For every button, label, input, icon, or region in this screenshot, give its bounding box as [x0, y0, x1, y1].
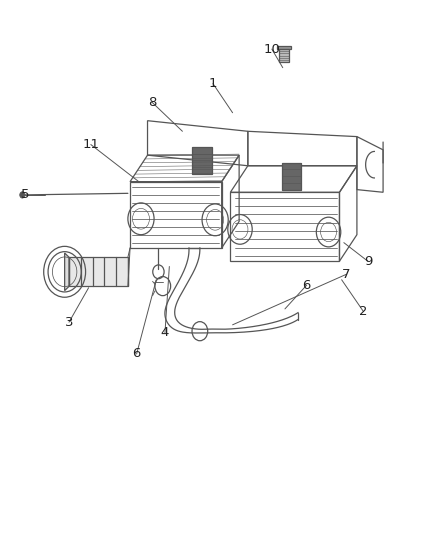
Text: 5: 5 [21, 189, 29, 201]
Text: 8: 8 [147, 95, 156, 109]
Text: 9: 9 [363, 255, 371, 268]
Text: 7: 7 [341, 268, 350, 281]
Polygon shape [279, 49, 288, 62]
Text: 6: 6 [302, 279, 310, 292]
Polygon shape [69, 257, 127, 286]
Polygon shape [281, 163, 300, 190]
Circle shape [20, 192, 25, 198]
Text: 3: 3 [65, 316, 73, 329]
Text: 11: 11 [82, 138, 99, 151]
Text: 2: 2 [358, 305, 367, 318]
Text: 10: 10 [263, 43, 279, 55]
Polygon shape [192, 147, 212, 174]
Polygon shape [64, 253, 69, 290]
Text: 6: 6 [132, 348, 141, 360]
Text: 4: 4 [160, 326, 169, 340]
Text: 1: 1 [208, 77, 217, 90]
Polygon shape [276, 46, 291, 49]
